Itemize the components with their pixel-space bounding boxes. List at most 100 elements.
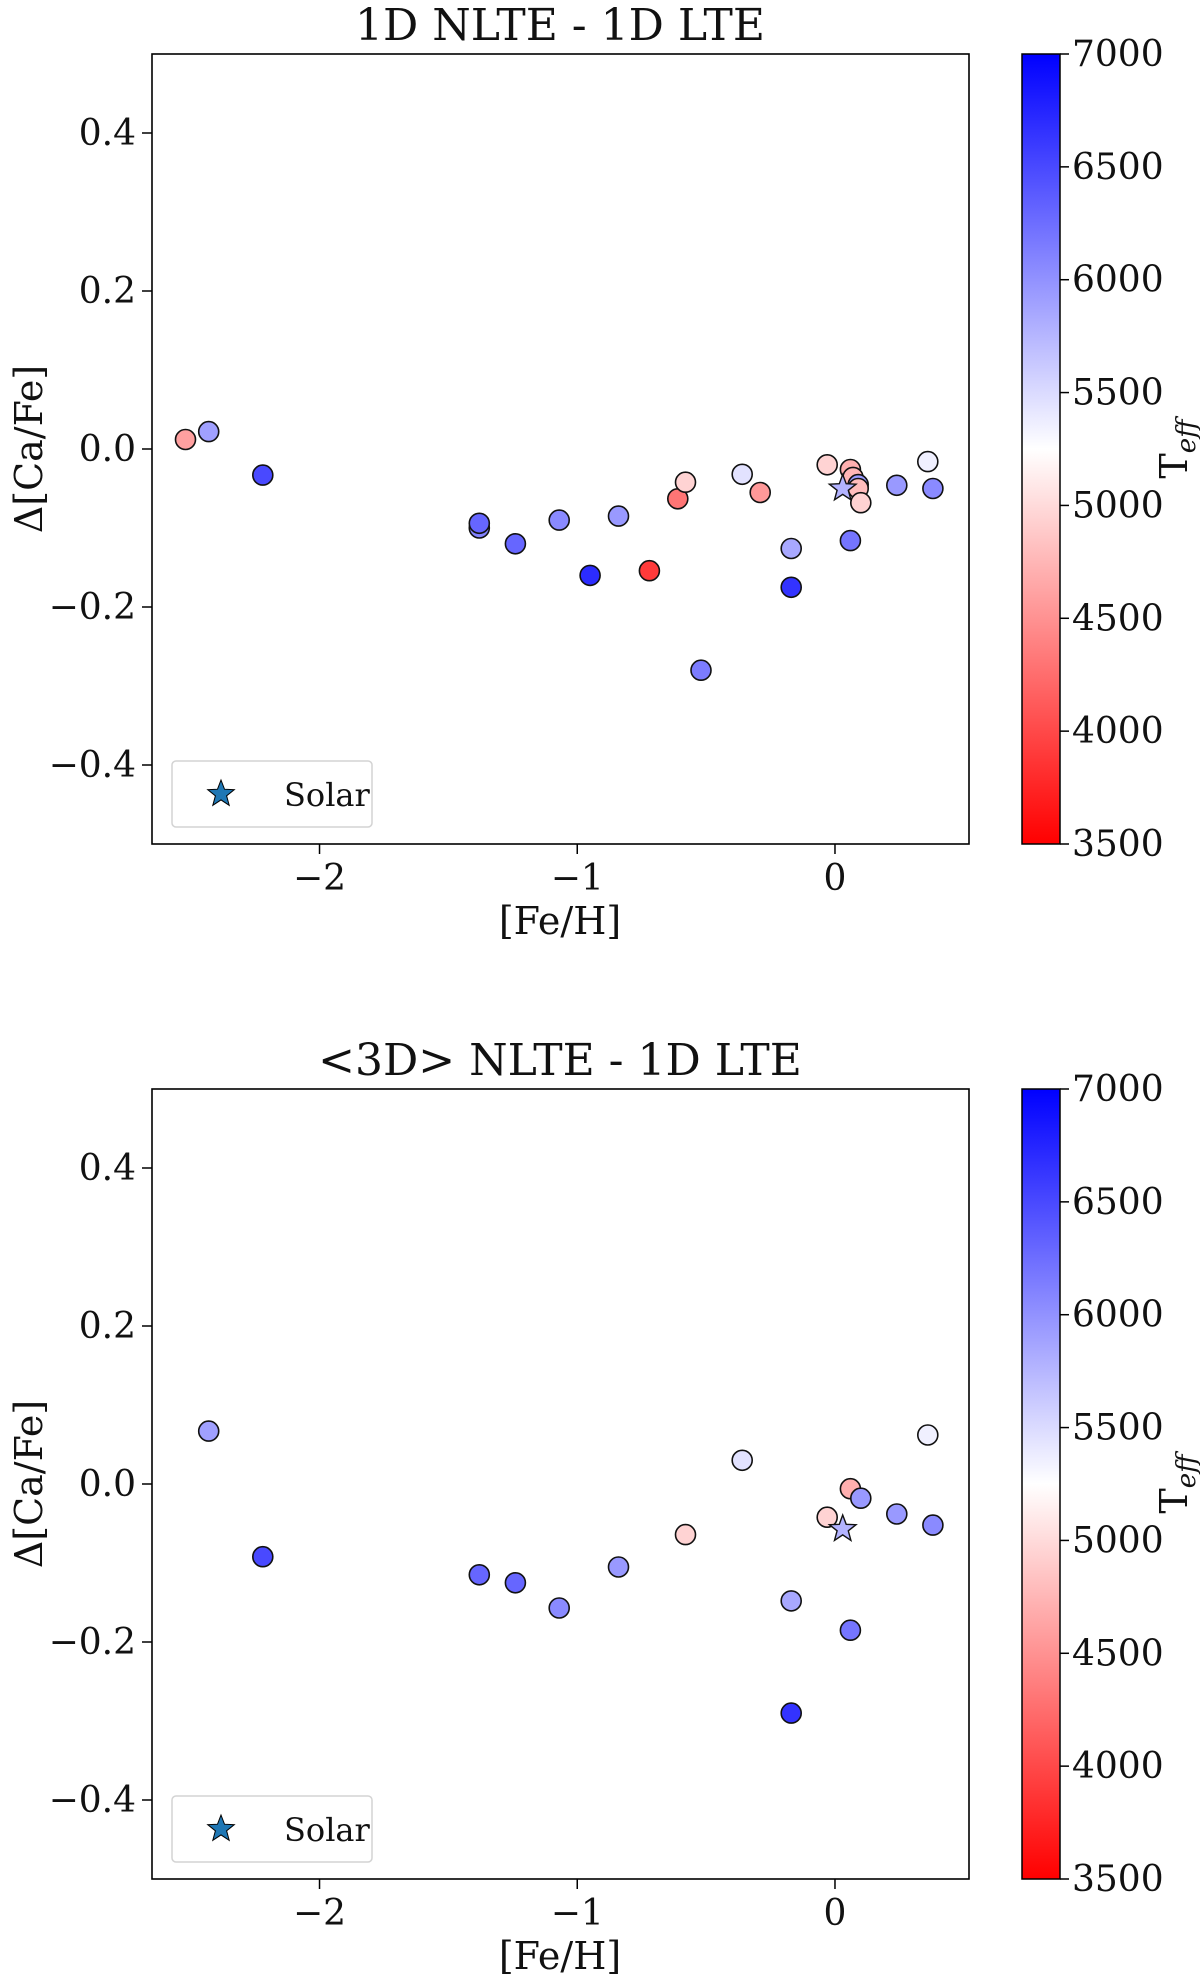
colorbar-tick-label: 6500: [1072, 1182, 1164, 1223]
colorbar-tick-label: 7000: [1072, 34, 1164, 75]
plot-frame: [151, 53, 970, 845]
colorbar-label-main: T: [1152, 453, 1196, 478]
colorbar-tick-label: 6500: [1072, 147, 1164, 188]
y-tick-label: −0.2: [49, 587, 136, 628]
data-point: [174, 428, 197, 451]
data-point: [922, 1514, 944, 1536]
colorbar-gradient: [1021, 1088, 1061, 1880]
colorbar-tick-label: 5000: [1072, 1520, 1164, 1561]
colorbar-label: Teff: [1152, 415, 1200, 479]
x-tick-label: 0: [824, 858, 847, 899]
data-point: [638, 559, 661, 582]
solar-star-marker: [827, 472, 858, 502]
colorbar-tick-label: 6000: [1072, 1295, 1164, 1336]
x-axis-label: [Fe/H]: [499, 1934, 621, 1978]
colorbar-tick-layer: 3500 4000 4500 5000 5500 6000 6500 7000: [1060, 34, 1164, 865]
y-tick-label: 0.4: [79, 1148, 136, 1189]
colorbar-tick-label: 4000: [1072, 711, 1164, 752]
points-layer: [197, 1420, 944, 1724]
data-point: [780, 1702, 803, 1724]
colorbar-tick-label: 4500: [1072, 1633, 1164, 1674]
data-point: [780, 576, 803, 599]
legend-label: Solar: [284, 776, 371, 814]
data-point: [916, 1424, 939, 1446]
panel-top: 1D NLTE - 1D LTE −2 −1 0−0.4−0.20.00.20.4 …: [7, 0, 1200, 943]
panel-bottom: <3D> NLTE - 1D LTE −2 −1 0 −0.4 −0.2 0.0 0.2 0.…: [7, 1035, 1200, 1978]
y-tick-label: 0.4: [79, 113, 136, 154]
colorbar-label-sub: eff: [1172, 1450, 1200, 1488]
colorbar-tick-label: 4000: [1072, 1746, 1164, 1787]
data-point: [468, 1564, 491, 1586]
data-point: [749, 481, 772, 504]
chart-title: <3D> NLTE - 1D LTE: [318, 1035, 802, 1086]
data-point: [607, 1556, 630, 1578]
data-point: [731, 1449, 754, 1472]
data-point: [780, 1590, 803, 1612]
colorbar-tick-label: 7000: [1072, 1069, 1164, 1110]
data-point: [839, 529, 862, 552]
colorbar-tick-label: 5500: [1072, 1408, 1164, 1449]
y-tick-label: 0.2: [79, 271, 136, 312]
y-tick-label: 0.0: [79, 429, 136, 470]
legend-label: Solar: [284, 1811, 371, 1849]
colorbar: 3500 4000 4500 5000 5500 6000 6500 7000 Teff: [1021, 34, 1200, 865]
colorbar-tick-layer: 3500 4000 4500 5000 5500 6000 6500 7000: [1060, 1069, 1164, 1900]
data-point: [849, 1487, 872, 1509]
data-point: [885, 1503, 908, 1525]
data-point: [468, 512, 491, 535]
data-point: [197, 1420, 220, 1442]
colorbar-tick-label: 3500: [1072, 1859, 1164, 1900]
data-point: [816, 453, 839, 476]
data-point: [504, 1572, 527, 1594]
y-axis-label: Δ[Ca/Fe]: [7, 1400, 51, 1568]
colorbar-tick-label: 3500: [1072, 824, 1164, 865]
legend: Solar: [171, 1795, 373, 1863]
data-point: [504, 532, 527, 555]
y-tick-label: 0.2: [79, 1306, 136, 1347]
data-point: [885, 474, 908, 497]
legend-box: [171, 1795, 373, 1863]
data-point: [251, 1545, 274, 1568]
tick-layer: −2 −1 0 −0.4 −0.2 0.0 0.2 0.4: [49, 1148, 847, 1934]
colorbar: 3500 4000 4500 5000 5500 6000 6500 7000 Teff: [1021, 1069, 1200, 1900]
colorbar-tick-label: 5500: [1072, 373, 1164, 414]
colorbar-tick-label: 6000: [1072, 260, 1164, 301]
data-point: [251, 464, 274, 486]
data-point: [816, 1506, 839, 1528]
points-layer: [174, 420, 944, 682]
x-tick-label: −2: [293, 1893, 346, 1934]
data-point: [916, 450, 939, 473]
colorbar-label-main: T: [1152, 1488, 1196, 1513]
colorbar-label: Teff: [1152, 1450, 1200, 1514]
y-tick-label: −0.2: [49, 1622, 136, 1663]
tick-layer: −2 −1 0 −0.4 −0.2 0.0 0.2 0.4: [49, 113, 847, 899]
y-tick-label: −0.4: [49, 1780, 136, 1821]
data-point: [731, 463, 754, 486]
chart-title: 1D NLTE - 1D LTE: [355, 0, 765, 51]
data-point: [922, 477, 944, 500]
y-axis-label: Δ[Ca/Fe]: [7, 365, 51, 533]
x-tick-label: −2: [293, 858, 346, 899]
solar-star-marker: [827, 1512, 858, 1543]
legend-star-icon: [206, 1813, 236, 1842]
data-point: [674, 1523, 697, 1546]
colorbar-tick-label: 5000: [1072, 485, 1164, 526]
plot-frame: [151, 1088, 970, 1880]
legend: Solar: [171, 760, 373, 828]
y-tick-label: 0.0: [79, 1464, 136, 1505]
data-point: [780, 537, 803, 560]
legend-box: [171, 760, 373, 828]
data-point: [197, 420, 220, 443]
data-point: [548, 1597, 571, 1619]
data-point: [690, 659, 712, 682]
colorbar-label-sub: eff: [1172, 415, 1200, 453]
data-point: [607, 505, 630, 527]
colorbar-tick-label: 4500: [1072, 598, 1164, 639]
x-axis-label: [Fe/H]: [499, 899, 621, 943]
data-point: [839, 1619, 862, 1641]
data-point: [674, 471, 697, 494]
data-point: [579, 564, 601, 587]
x-tick-label: −1: [551, 858, 604, 899]
x-tick-label: −1: [551, 1893, 604, 1934]
